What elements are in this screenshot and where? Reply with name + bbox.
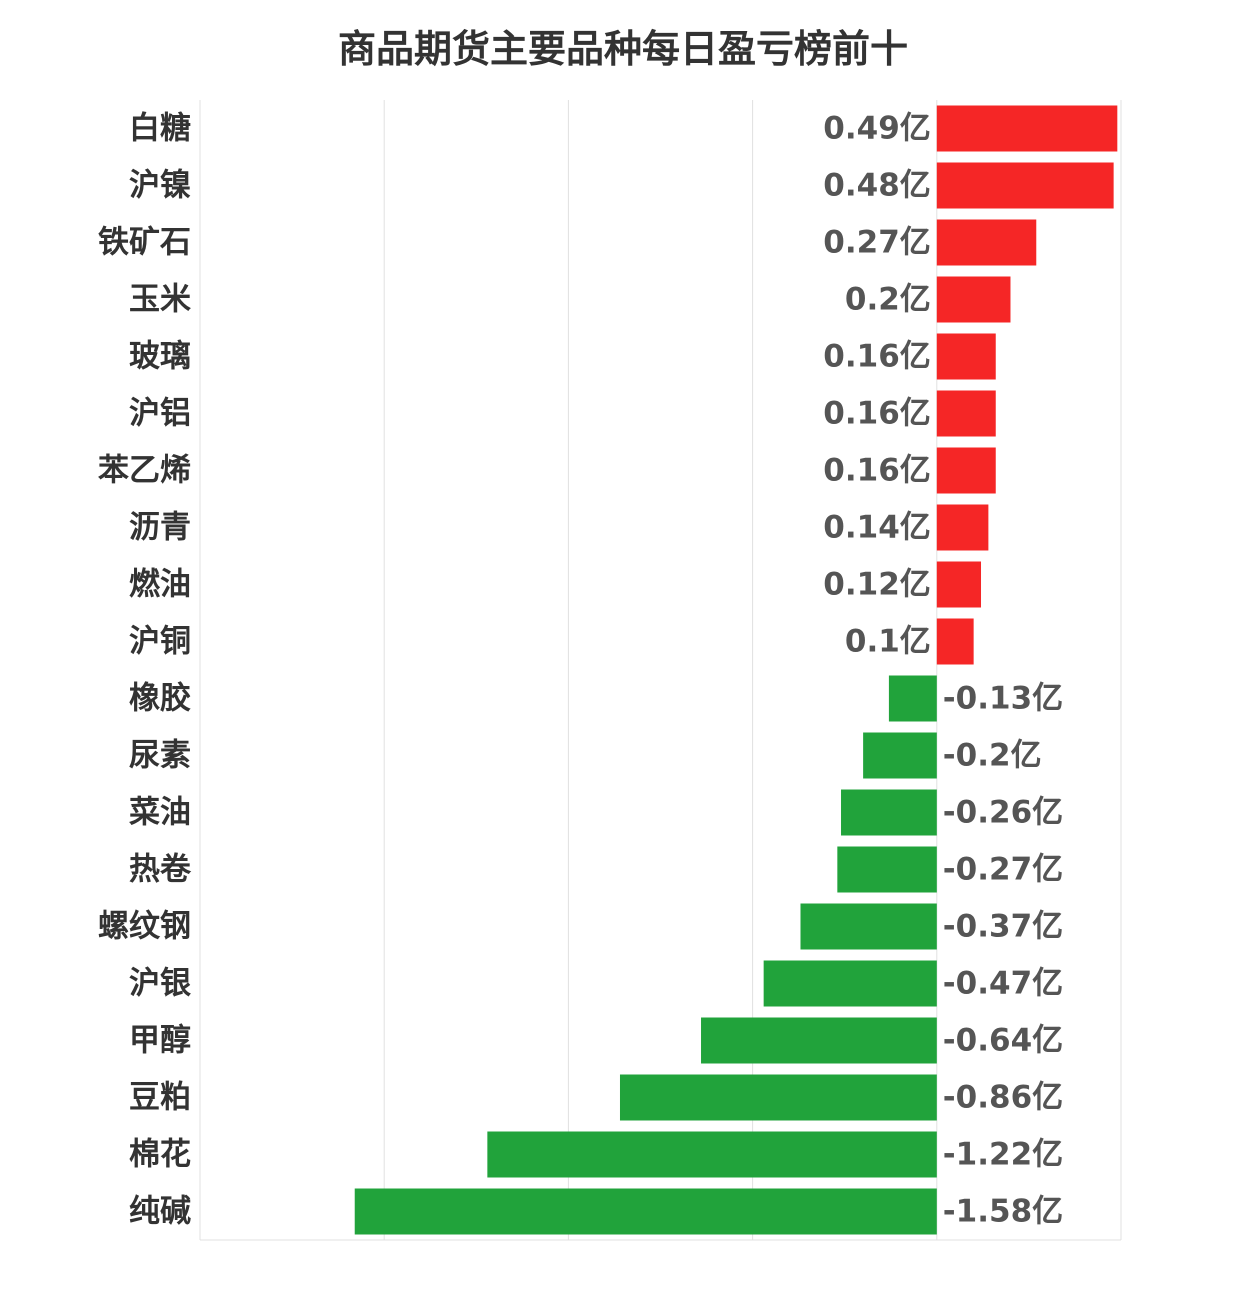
value-label: 0.1亿: [845, 624, 931, 660]
bar: [936, 162, 1114, 209]
category-label: 纯碱: [129, 1194, 191, 1230]
category-label: 沪镍: [129, 168, 191, 204]
category-label: 白糖: [129, 111, 191, 147]
bar: [936, 276, 1011, 323]
value-label: 0.12亿: [823, 567, 931, 603]
category-label: 沪银: [129, 966, 191, 1002]
bar: [936, 219, 1037, 266]
value-label: 0.16亿: [823, 396, 931, 432]
bar: [936, 390, 996, 437]
value-label: -0.27亿: [943, 852, 1063, 888]
category-label: 玉米: [129, 282, 191, 318]
category-label: 橡胶: [129, 681, 191, 717]
category-label: 棉花: [129, 1137, 191, 1173]
category-label: 菜油: [129, 795, 191, 831]
value-label: 0.2亿: [845, 282, 931, 318]
value-label: -0.37亿: [943, 909, 1063, 945]
value-label: -1.58亿: [943, 1194, 1063, 1230]
category-label: 苯乙烯: [98, 453, 191, 489]
category-label: 甲醇: [129, 1023, 191, 1059]
category-label: 沪铝: [129, 396, 191, 432]
bar: [936, 447, 996, 494]
value-label: -0.13亿: [943, 681, 1063, 717]
bar: [837, 846, 937, 893]
chart-title: 商品期货主要品种每日盈亏榜前十: [337, 27, 908, 71]
bar: [487, 1131, 937, 1178]
bar: [841, 789, 937, 836]
category-label: 燃油: [129, 567, 191, 603]
value-label: 0.14亿: [823, 510, 931, 546]
value-label: 0.27亿: [823, 225, 931, 261]
value-labels: 0.49亿 0.48亿 0.27亿 0.2亿 0.16亿 0.16亿 0.16亿 0.14亿 0…: [823, 111, 1063, 1230]
category-label: 铁矿石: [98, 225, 191, 261]
value-label: -0.26亿: [943, 795, 1063, 831]
category-labels: 白糖沪镍铁矿石玉米玻璃沪铝苯乙烯沥青燃油沪铜橡胶尿素菜油热卷螺纹钢沪银甲醇豆粕棉…: [98, 111, 192, 1230]
category-label: 尿素: [129, 738, 191, 774]
bar: [619, 1074, 937, 1121]
bar: [936, 561, 982, 608]
value-label: 0.16亿: [823, 339, 931, 375]
bar: [800, 903, 937, 950]
category-label: 豆粕: [129, 1080, 191, 1116]
value-label: -0.47亿: [943, 966, 1063, 1002]
category-label: 热卷: [129, 852, 192, 888]
grid-lines: [199, 100, 1122, 1241]
bars: [354, 105, 1118, 1235]
value-label: -0.64亿: [943, 1023, 1063, 1059]
bar: [888, 675, 937, 722]
bar: [936, 618, 974, 665]
bar: [863, 732, 937, 779]
value-label: 0.49亿: [823, 111, 931, 147]
value-label: -1.22亿: [943, 1137, 1063, 1173]
bar: [763, 960, 937, 1007]
bar: [936, 504, 989, 551]
value-label: -0.2亿: [943, 738, 1042, 774]
value-label: 0.48亿: [823, 168, 931, 204]
bar: [701, 1017, 937, 1064]
bar: [354, 1188, 937, 1235]
category-label: 玻璃: [129, 339, 191, 375]
value-label: 0.16亿: [823, 453, 931, 489]
category-label: 沪铜: [129, 624, 191, 660]
bar: [936, 105, 1118, 152]
category-label: 沥青: [129, 510, 191, 546]
value-label: -0.86亿: [943, 1080, 1063, 1116]
bar: [936, 333, 996, 380]
category-label: 螺纹钢: [98, 909, 191, 945]
